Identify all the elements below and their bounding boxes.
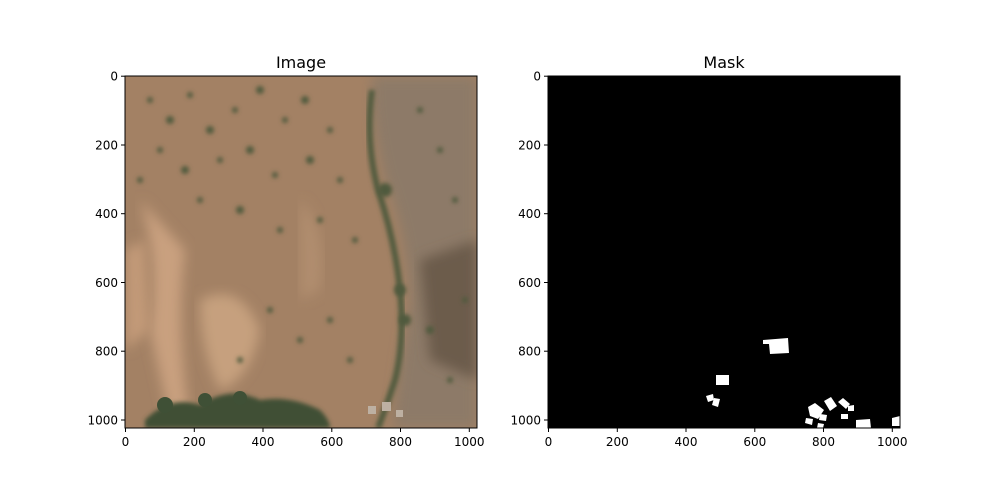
image-y-tick-label: 400	[95, 207, 118, 221]
image-x-tick-label: 400	[252, 435, 275, 449]
mask-panel: Mask	[510, 53, 907, 449]
mask-y-tick-label: 800	[518, 345, 541, 359]
mask-blob	[716, 375, 729, 385]
mask-blob	[817, 423, 824, 428]
image-x-tick-label: 1000	[454, 435, 485, 449]
mask-panel-title: Mask	[703, 53, 745, 72]
mask-blob	[824, 397, 837, 411]
image-axes-frame	[124, 75, 478, 429]
image-x-tick-label: 600	[320, 435, 343, 449]
mask-blob	[838, 398, 850, 409]
image-y-tick-label: 800	[95, 345, 118, 359]
mask-blob	[706, 394, 714, 402]
image-x-tick-label: 200	[183, 435, 206, 449]
mask-blob	[848, 405, 854, 411]
image-y-tick-label: 600	[95, 276, 118, 290]
image-panel-title: Image	[276, 53, 326, 72]
mask-blob	[712, 398, 720, 407]
mask-blob	[892, 416, 900, 426]
mask-x-tick-label: 400	[675, 435, 698, 449]
mask-y-tick-label: 600	[518, 276, 541, 290]
image-x-tick-label: 0	[122, 435, 130, 449]
mask-blob	[805, 418, 813, 425]
aerial-image	[125, 76, 477, 428]
mask-x-tick-label: 800	[812, 435, 835, 449]
mask-image	[548, 76, 900, 428]
mask-y-tick-label: 200	[518, 138, 541, 152]
mask-x-tick-label: 0	[545, 435, 553, 449]
mask-x-tick-label: 600	[743, 435, 766, 449]
mask-blob	[763, 338, 789, 354]
mask-y-tick-label: 400	[518, 207, 541, 221]
mask-y-tick-label: 1000	[510, 413, 541, 427]
image-x-tick-label: 800	[389, 435, 412, 449]
image-y-tick-label: 0	[110, 70, 118, 84]
mask-axes-frame	[547, 75, 901, 429]
mask-blob	[856, 419, 871, 428]
mask-x-tick-label: 200	[606, 435, 629, 449]
mask-y-tick-label: 0	[533, 70, 541, 84]
image-y-tick-label: 1000	[87, 413, 118, 427]
image-panel: Image	[87, 53, 484, 449]
mask-blob	[841, 414, 848, 419]
mask-x-tick-label: 1000	[877, 435, 908, 449]
mask-blob	[819, 414, 827, 421]
image-y-tick-label: 200	[95, 138, 118, 152]
